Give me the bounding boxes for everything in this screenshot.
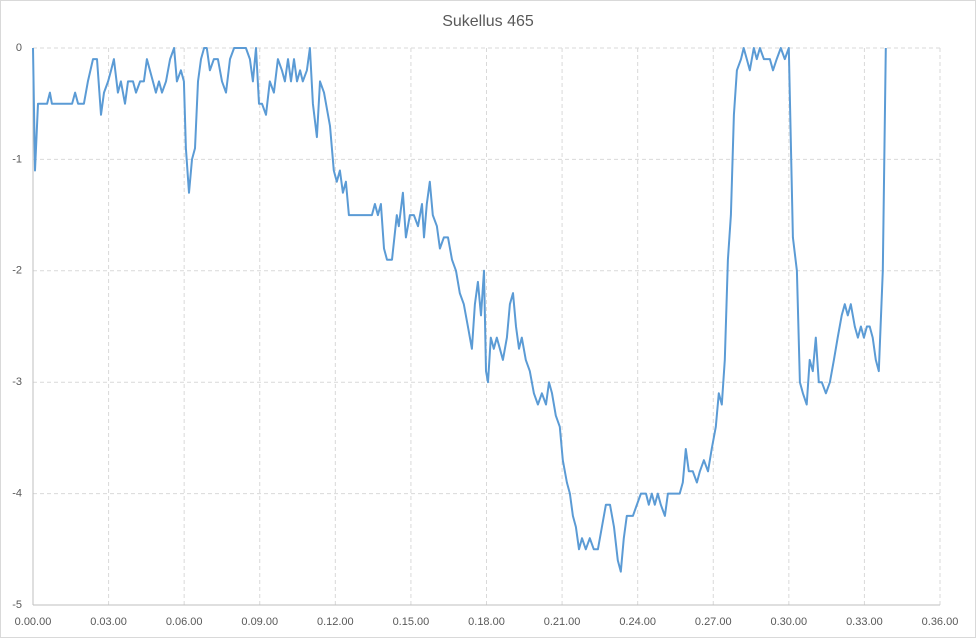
- x-tick-label: 0.12.00: [317, 616, 354, 628]
- y-tick-label: -4: [12, 488, 22, 500]
- y-tick-label: -5: [12, 599, 22, 611]
- x-tick-label: 0.24.00: [619, 616, 656, 628]
- x-tick-label: 0.36.00: [922, 616, 959, 628]
- x-tick-label: 0.27.00: [695, 616, 732, 628]
- chart-title: Sukellus 465: [442, 13, 534, 30]
- x-tick-label: 0.21.00: [544, 616, 581, 628]
- x-tick-label: 0.30.00: [770, 616, 807, 628]
- x-tick-label: 0.15.00: [393, 616, 430, 628]
- data-line: [32, 47, 887, 573]
- x-tick-label: 0.18.00: [468, 616, 505, 628]
- y-tick-label: -3: [12, 376, 22, 388]
- x-tick-label: 0.06.00: [166, 616, 203, 628]
- x-tick-label: 0.33.00: [846, 616, 883, 628]
- x-tick-label: 0.00.00: [15, 616, 52, 628]
- x-tick-label: 0.09.00: [241, 616, 278, 628]
- y-tick-label: -2: [12, 265, 22, 277]
- y-tick-label: 0: [16, 42, 22, 54]
- y-tick-label: -1: [12, 153, 22, 165]
- x-tick-label: 0.03.00: [90, 616, 127, 628]
